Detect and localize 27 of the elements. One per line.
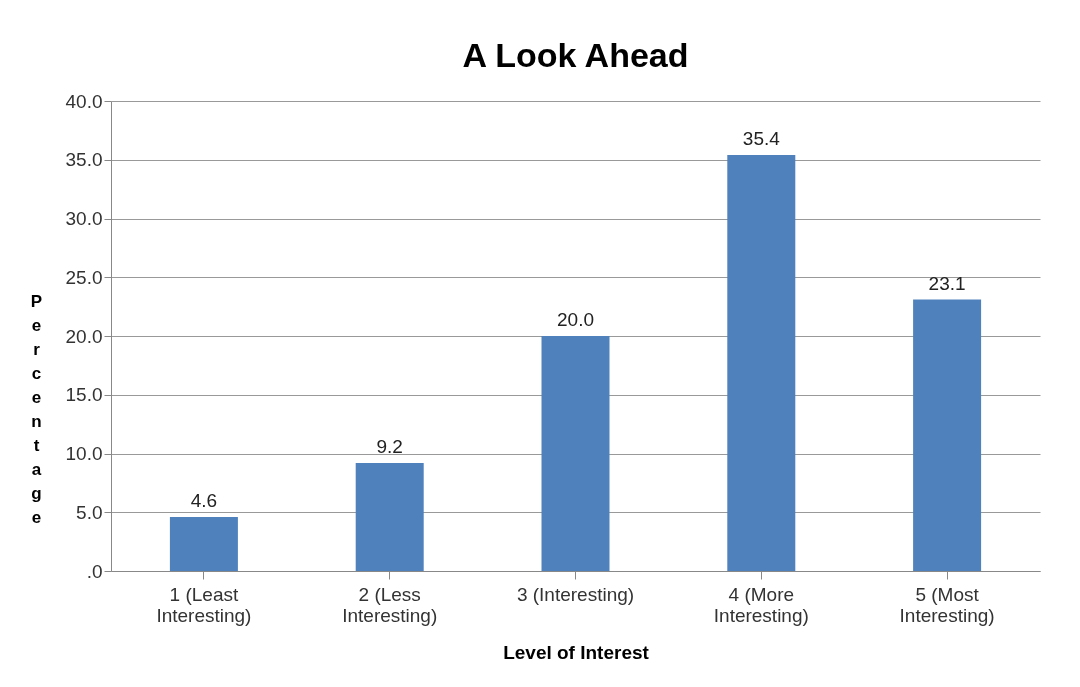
x-tick-label: 1 (Least Interesting) bbox=[156, 583, 252, 626]
y-tick-label: 35.0 bbox=[65, 149, 103, 171]
y-tick-label: 15.0 bbox=[65, 384, 103, 406]
y-tick-label: .0 bbox=[86, 560, 103, 582]
bar bbox=[169, 516, 238, 571]
bar bbox=[355, 462, 424, 571]
x-tick-label: 4 (More Interesting) bbox=[713, 583, 809, 626]
data-label: 4.6 bbox=[190, 489, 218, 511]
y-tick-label: 40.0 bbox=[65, 90, 103, 112]
data-label: 20.0 bbox=[557, 309, 594, 330]
y-tick-label: 5.0 bbox=[76, 501, 103, 523]
x-tick-label: 2 (Less Interesting) bbox=[342, 583, 438, 626]
bar bbox=[727, 155, 796, 571]
data-label: 23.1 bbox=[928, 272, 966, 294]
bar bbox=[913, 299, 982, 571]
chart-title: A Look Ahead bbox=[462, 36, 689, 74]
data-label: 9.2 bbox=[376, 435, 403, 457]
y-tick-label: 25.0 bbox=[65, 266, 103, 288]
y-tick-label: 30.0 bbox=[65, 208, 103, 229]
x-tick-label: 3 (Interesting) bbox=[516, 583, 635, 605]
y-tick-label: 10.0 bbox=[65, 443, 103, 464]
bar bbox=[541, 336, 610, 571]
x-tick-label: 5 (Most Interesting) bbox=[899, 583, 995, 626]
data-label: 35.4 bbox=[742, 128, 781, 150]
text: Percentage bbox=[30, 291, 43, 527]
y-tick-label: 20.0 bbox=[65, 325, 103, 347]
x-axis-title: Level of Interest bbox=[503, 641, 650, 663]
